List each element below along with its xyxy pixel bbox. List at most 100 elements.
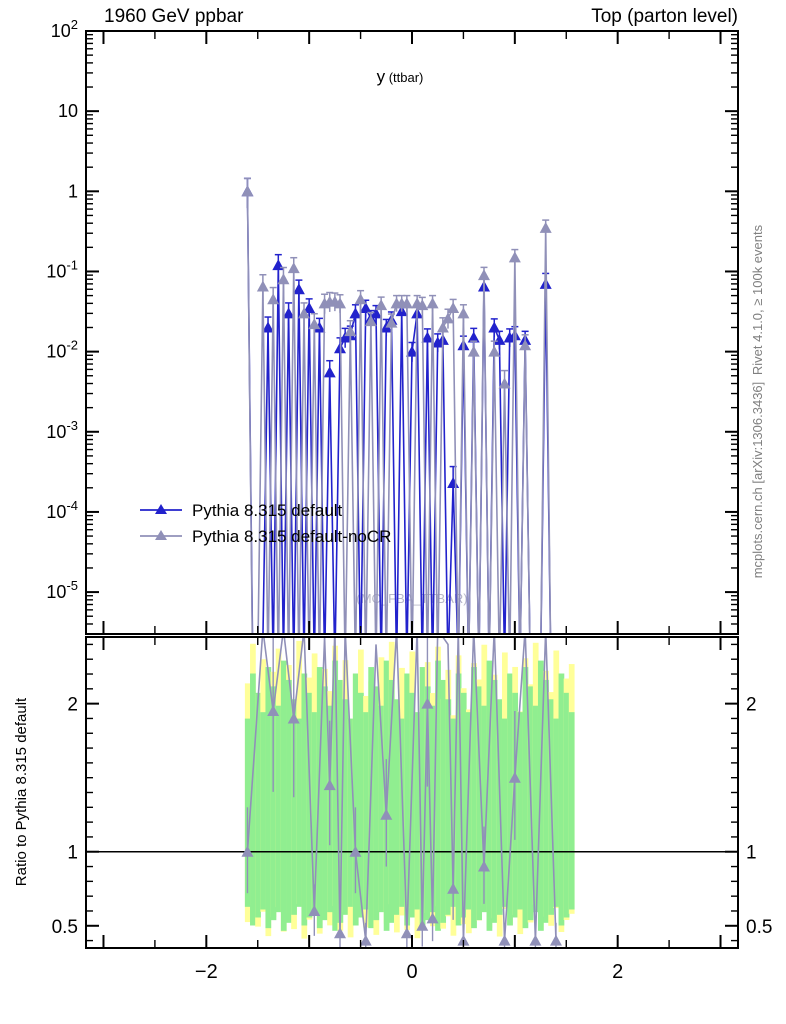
ratio-band-inner [373,686,380,921]
x-tick-labels: −2 0 2 [195,961,623,983]
data-marker [467,331,480,343]
main-y-tick-label: 10 [58,101,78,121]
data-marker [421,331,434,343]
data-marker [344,325,357,337]
data-marker [267,293,280,305]
legend-label: Pythia 8.315 default [192,501,343,520]
ratio-data-marker [400,927,413,939]
data-marker [308,318,321,330]
main-y-tick-label: 10-3 [46,418,78,442]
data-marker [477,269,490,281]
ratio-band-inner [460,692,467,918]
data-marker [241,185,254,197]
ratio-band-inner [316,667,323,929]
ratio-y-tick-label: 2 [67,695,78,716]
ratio-data-marker [287,712,300,724]
data-marker [447,302,460,314]
data-marker [385,316,398,328]
ratio-band-inner [363,712,369,910]
ratio-data-marker [549,934,562,946]
ratio-band-inner [291,699,297,915]
ratio-band-inner [280,660,287,931]
data-marker [313,321,326,333]
ratio-band-inner [306,692,313,918]
ratio-band-inner [553,718,560,907]
data-marker [364,315,377,327]
ratio-frame [85,636,739,949]
data-marker [303,302,316,314]
ratio-band-inner [414,712,421,910]
data-marker [416,299,429,311]
ratio-band-inner [471,667,477,929]
ratio-band-inner [378,705,385,913]
ratio-band-inner [332,660,339,931]
data-marker [370,307,383,319]
x-tick-label: 2 [612,961,623,983]
ratio-band-inner [501,718,508,907]
data-marker [488,321,501,333]
main-y-tick-label: 10-2 [46,338,78,362]
data-marker [256,280,269,292]
data-marker [488,345,501,357]
data-marker [323,366,336,378]
ratio-data-marker [508,771,521,783]
ratio-band-inner [265,667,272,929]
ratio-y-tick-label: 1 [746,843,757,864]
main-y-tick-label: 10-1 [46,257,78,281]
data-marker [287,262,300,274]
ratio-y-tick-label: 0.5 [746,917,772,938]
ratio-axes [86,637,738,948]
side-label-rivet: Rivet 4.1.0, ≥ 100k events [750,224,765,375]
ratio-data-marker [349,845,362,857]
ratio-band-inner [445,699,452,915]
data-marker [426,297,439,309]
data-marker [498,377,511,389]
ratio-band-inner [322,686,328,921]
ratio-data-marker [380,808,393,820]
ratio-y-tick-label: 2 [746,695,757,716]
ratio-band-inner [419,667,426,929]
ratio-band-inner [337,679,344,923]
ratio-band-inner [522,667,529,929]
ratio-series-line [246,637,557,941]
ratio-y-axis-label: Ratio to Pythia 8.315 default [13,697,30,886]
ratio-y-tick-label: 0.5 [52,917,78,938]
data-marker [354,293,367,305]
side-label-mcplots: mcplots.cern.ch [arXiv:1306.3436] [750,382,765,579]
legend-marker [155,504,167,514]
ratio-band-inner [435,660,441,931]
data-marker [349,307,362,319]
ratio-band-inner [388,679,395,923]
x-tick-label: −2 [195,961,218,983]
ratio-band-inner [455,673,462,926]
header-left-title: 1960 GeV ppbar [104,6,244,27]
ratio-band-inner [450,718,457,907]
ratio-band-inner [558,673,565,926]
ratio-band-inner [507,673,513,926]
ratio-data-marker [477,860,490,872]
ratio-data-marker [529,934,542,946]
data-marker [277,273,290,285]
main-y-tick-label: 1 [68,181,78,201]
ratio-band-inner [543,679,549,923]
legend-marker [155,530,167,540]
data-marker [467,345,480,357]
ratio-data-marker [334,927,347,939]
ratio-band-inner [517,712,524,910]
ratio-band-inner [342,699,349,915]
ratio-series-group [241,637,562,948]
ratio-band-inner [296,718,303,907]
ratio-band-inner [481,705,488,913]
ratio-band-inner [424,686,431,921]
ratio-band-inner [486,660,493,931]
main-y-tick-label: 10-4 [46,498,78,522]
data-marker [292,283,305,295]
header-right-title: Top (parton level) [591,6,738,27]
data-marker [493,333,506,345]
data-marker [457,307,470,319]
ratio-band-inner [440,679,447,923]
data-marker [400,297,413,309]
legend-label: Pythia 8.315 default-noCR [192,527,391,546]
ratio-data-marker [498,934,511,946]
